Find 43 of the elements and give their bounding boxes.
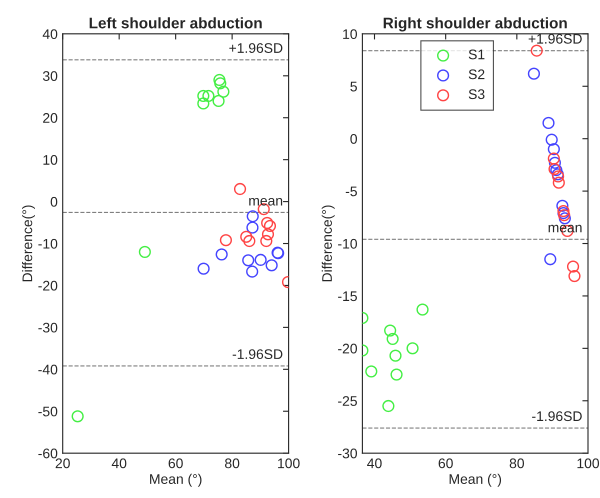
y-tick-label: 20: [43, 113, 58, 123]
y-axis-title: Difference(°): [22, 205, 35, 282]
ref-line-label: -1.96SD: [232, 349, 282, 360]
y-tick-label: -50: [38, 406, 58, 416]
y-tick-label: -60: [38, 448, 58, 458]
x-tick-label: 60: [168, 458, 183, 468]
x-tick-label: 100: [577, 458, 600, 468]
x-tick-label: 40: [367, 458, 382, 468]
y-tick-label: 30: [42, 71, 58, 81]
y-tick-label: -15: [338, 291, 357, 302]
x-tick-label: 40: [112, 458, 126, 468]
y-tick-label: 0: [50, 196, 58, 207]
y-tick-label: -30: [38, 322, 58, 333]
y-tick-label: -10: [338, 238, 357, 249]
y-tick-label: -10: [38, 238, 58, 249]
chart-title: Left shoulder abduction: [90, 17, 262, 28]
x-axis-title: Mean (°): [150, 474, 202, 487]
x-tick-label: 100: [278, 458, 300, 468]
y-tick-label: 40: [42, 29, 58, 40]
x-tick-label: 20: [56, 458, 70, 468]
x-tick-label: 80: [510, 458, 524, 468]
y-tick-label: 5: [350, 82, 357, 92]
y-tick-label: -40: [38, 364, 58, 374]
y-tick-label: -20: [38, 280, 58, 291]
y-tick-label: -30: [338, 448, 357, 458]
y-axis-title: Difference(°): [322, 205, 335, 282]
y-tick-label: -5: [346, 186, 357, 196]
ref-line-label: +1.96SD: [229, 43, 282, 53]
x-tick-label: 80: [225, 458, 240, 468]
ref-line-label: mean: [249, 198, 282, 206]
legend-label: S1: [468, 50, 484, 60]
chart-title: Right shoulder abduction: [384, 17, 567, 32]
x-tick-label: 60: [438, 458, 453, 468]
legend-label: S2: [468, 69, 484, 80]
ref-line-label: +1.96SD: [528, 34, 582, 44]
x-axis-title: Mean (°): [450, 474, 502, 487]
y-tick-label: 10: [343, 29, 357, 40]
y-tick-label: -20: [338, 344, 357, 354]
y-tick-label: 10: [43, 154, 58, 165]
y-tick-label: -25: [338, 396, 357, 406]
y-tick-label: 0: [350, 134, 357, 144]
ref-line-label: -1.96SD: [532, 411, 582, 422]
legend-label: S3: [468, 89, 484, 100]
